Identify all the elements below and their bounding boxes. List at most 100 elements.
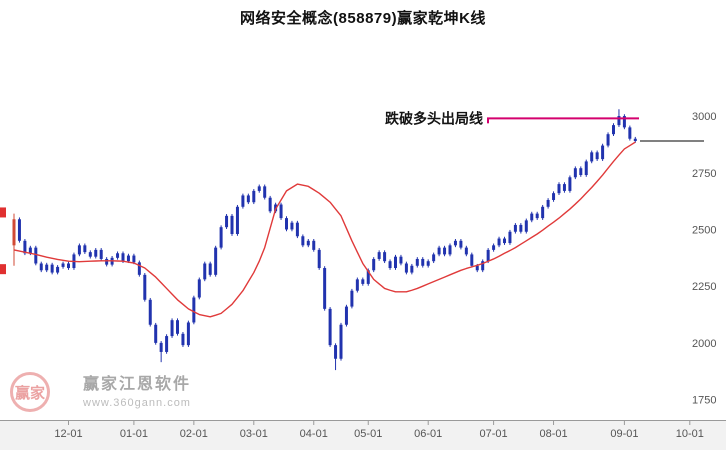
- candle-body: [94, 249, 98, 257]
- candle-body: [257, 186, 261, 191]
- candle-body: [350, 290, 354, 307]
- x-tick-label: 09-01: [610, 428, 638, 440]
- candle-body: [503, 238, 506, 244]
- candle-body: [617, 116, 621, 126]
- x-tick-label: 05-01: [354, 428, 382, 440]
- candle-body: [159, 342, 163, 352]
- candle-body: [83, 245, 87, 253]
- candle-body: [317, 249, 321, 269]
- candle-body: [394, 256, 397, 269]
- candle-body: [170, 320, 174, 337]
- x-axis-strip: [0, 421, 726, 450]
- exit-line-annotation: 跌破多头出局线: [385, 110, 639, 126]
- candle-body: [595, 152, 599, 160]
- candle-body: [383, 252, 387, 262]
- candle-body: [404, 263, 408, 273]
- candle-body: [197, 279, 201, 298]
- candle-body: [328, 308, 332, 346]
- candle-body: [165, 336, 169, 352]
- candle-body: [143, 274, 147, 300]
- candle-body: [492, 245, 496, 250]
- x-tick-label: 10-01: [676, 428, 704, 440]
- candle-body: [61, 263, 65, 267]
- x-tick-label: 01-01: [120, 428, 148, 440]
- y-tick-label: 2500: [692, 224, 716, 236]
- candle-body: [154, 324, 158, 343]
- candle-body: [557, 184, 561, 194]
- candle-body: [361, 279, 365, 284]
- candle-body: [116, 253, 120, 258]
- candle-body: [530, 213, 534, 221]
- candle-body: [486, 249, 490, 262]
- x-tick-label: 07-01: [480, 428, 508, 440]
- candle-body: [388, 261, 392, 269]
- candle-body: [77, 245, 81, 255]
- candle-body: [50, 264, 54, 273]
- y-tick-label: 2750: [692, 168, 716, 180]
- candle-body: [268, 197, 272, 212]
- candle-body: [377, 252, 381, 259]
- candle-body: [497, 238, 501, 246]
- candle-body: [573, 168, 577, 178]
- candle-body: [186, 322, 190, 346]
- left-edge-marker: [0, 207, 6, 218]
- x-tick-label: 06-01: [414, 428, 442, 440]
- candle-body: [39, 263, 43, 271]
- candle-body: [524, 220, 528, 232]
- candle-body: [372, 258, 376, 271]
- candle-body: [399, 256, 403, 264]
- candle-body: [541, 206, 545, 219]
- candle-body: [176, 320, 179, 334]
- x-tick-label: 08-01: [539, 428, 567, 440]
- candle-body: [562, 184, 566, 191]
- candle-body: [306, 240, 310, 246]
- candle-body: [241, 195, 245, 207]
- candle-body: [99, 249, 103, 259]
- candle-body: [121, 253, 125, 262]
- candle-body: [148, 299, 152, 325]
- candle-body: [453, 240, 457, 246]
- candlesticks: [12, 109, 637, 371]
- candle-body: [633, 138, 637, 141]
- candle-body: [126, 255, 130, 262]
- candle-body: [612, 125, 615, 135]
- candle-body: [301, 236, 305, 246]
- candle-body: [17, 219, 21, 241]
- candle-body: [67, 263, 70, 269]
- candle-body: [584, 161, 588, 176]
- candle-body: [579, 168, 583, 176]
- candle-body: [601, 145, 605, 160]
- candle-body: [295, 222, 299, 237]
- candle-body: [355, 279, 359, 291]
- candle-body: [137, 262, 141, 275]
- candle-body: [590, 152, 594, 162]
- candle-body: [181, 333, 185, 346]
- candle-body: [552, 193, 556, 200]
- exit-line-label: 跌破多头出局线: [385, 110, 483, 126]
- candle-body: [279, 204, 283, 219]
- candle-body: [285, 218, 288, 230]
- candle-body: [622, 116, 626, 128]
- candle-body: [263, 186, 267, 198]
- candle-body: [606, 134, 610, 146]
- candle-body: [56, 266, 60, 273]
- candle-body: [475, 265, 479, 271]
- candle-body: [415, 258, 419, 266]
- candle-body: [230, 215, 234, 234]
- y-tick-label: 1750: [692, 395, 716, 407]
- qiankun-ma-line: [13, 141, 636, 318]
- candle-body: [12, 219, 16, 246]
- candle-body: [208, 263, 212, 275]
- candle-body: [312, 240, 316, 250]
- candle-body: [225, 215, 229, 228]
- candle-body: [426, 261, 430, 266]
- candle-body: [132, 255, 136, 263]
- candle-body: [246, 195, 250, 203]
- candle-body: [203, 263, 207, 280]
- candle-body: [88, 252, 92, 257]
- candle-body: [366, 270, 370, 284]
- candle-body: [334, 345, 338, 359]
- candle-body: [23, 240, 27, 254]
- candle-body: [28, 247, 32, 254]
